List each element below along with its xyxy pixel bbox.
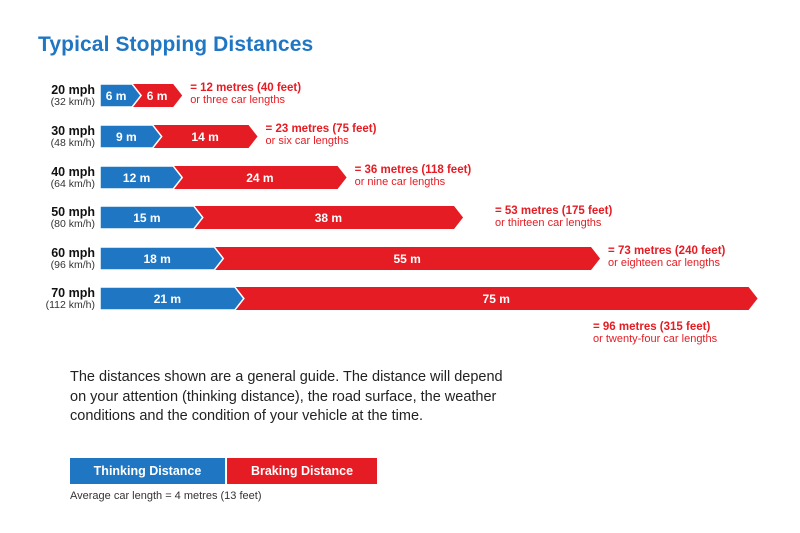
braking-distance-label: 55 m [393,252,420,266]
car-lengths-label: or six car lengths [266,135,350,147]
braking-distance-bar [173,166,347,189]
total-distance-label: = 23 metres (75 feet) [266,123,377,135]
car-lengths-label: or three car lengths [190,94,285,106]
average-car-length-note: Average car length = 4 metres (13 feet) [70,490,262,502]
braking-distance-label: 24 m [246,171,273,185]
speed-label-kmh: (80 km/h) [51,218,95,230]
thinking-distance-label: 6 m [106,89,127,103]
braking-distance-bar [152,125,258,148]
thinking-distance-label: 15 m [133,211,160,225]
speed-label-mph: 50 mph [51,205,95,219]
speed-label-kmh: (96 km/h) [51,259,95,271]
braking-distance-label: 38 m [315,211,342,225]
legend-braking-distance: Braking Distance [225,458,377,484]
thinking-distance-label: 12 m [123,171,150,185]
thinking-distance-label: 18 m [143,252,170,266]
thinking-distance-bar [99,205,204,230]
total-distance-label: = 73 metres (240 feet) [608,245,725,257]
thinking-distance-bar [99,83,143,108]
speed-label-mph: 20 mph [51,83,95,97]
total-distance-label: = 53 metres (175 feet) [495,205,612,217]
speed-label-kmh: (48 km/h) [51,137,95,149]
thinking-distance-label: 9 m [116,130,137,144]
braking-distance-label: 6 m [147,89,168,103]
thinking-distance-bar [99,165,184,190]
braking-distance-label: 75 m [483,292,510,306]
chart-title: Typical Stopping Distances [38,33,314,56]
braking-distance-bar [234,287,758,310]
car-lengths-label: or thirteen car lengths [495,217,602,229]
car-lengths-label: or nine car lengths [355,176,446,188]
speed-label-mph: 40 mph [51,165,95,179]
speed-label-kmh: (32 km/h) [51,96,95,108]
speed-label-mph: 70 mph [51,286,95,300]
braking-distance-bar [214,247,601,270]
total-distance-label: = 36 metres (118 feet) [355,164,472,176]
thinking-distance-label: 21 m [154,292,181,306]
total-distance-label: = 96 metres (315 feet) [593,321,710,333]
legend-thinking-distance: Thinking Distance [70,458,225,484]
thinking-distance-bar [99,286,245,311]
speed-label-mph: 30 mph [51,124,95,138]
braking-distance-bar [132,84,183,107]
total-distance-label: = 12 metres (40 feet) [190,82,301,94]
thinking-distance-bar [99,246,225,271]
braking-distance-label: 14 m [191,130,218,144]
guide-text: The distances shown are a general guide.… [70,369,503,424]
speed-label-kmh: (64 km/h) [51,178,95,190]
braking-distance-bar [193,206,464,229]
speed-label-kmh: (112 km/h) [46,299,95,311]
legend: Thinking Distance Braking Distance [70,458,377,484]
car-lengths-label: or twenty-four car lengths [593,333,718,345]
car-lengths-label: or eighteen car lengths [608,257,720,269]
speed-label-mph: 60 mph [51,246,95,260]
thinking-distance-bar [99,124,163,149]
